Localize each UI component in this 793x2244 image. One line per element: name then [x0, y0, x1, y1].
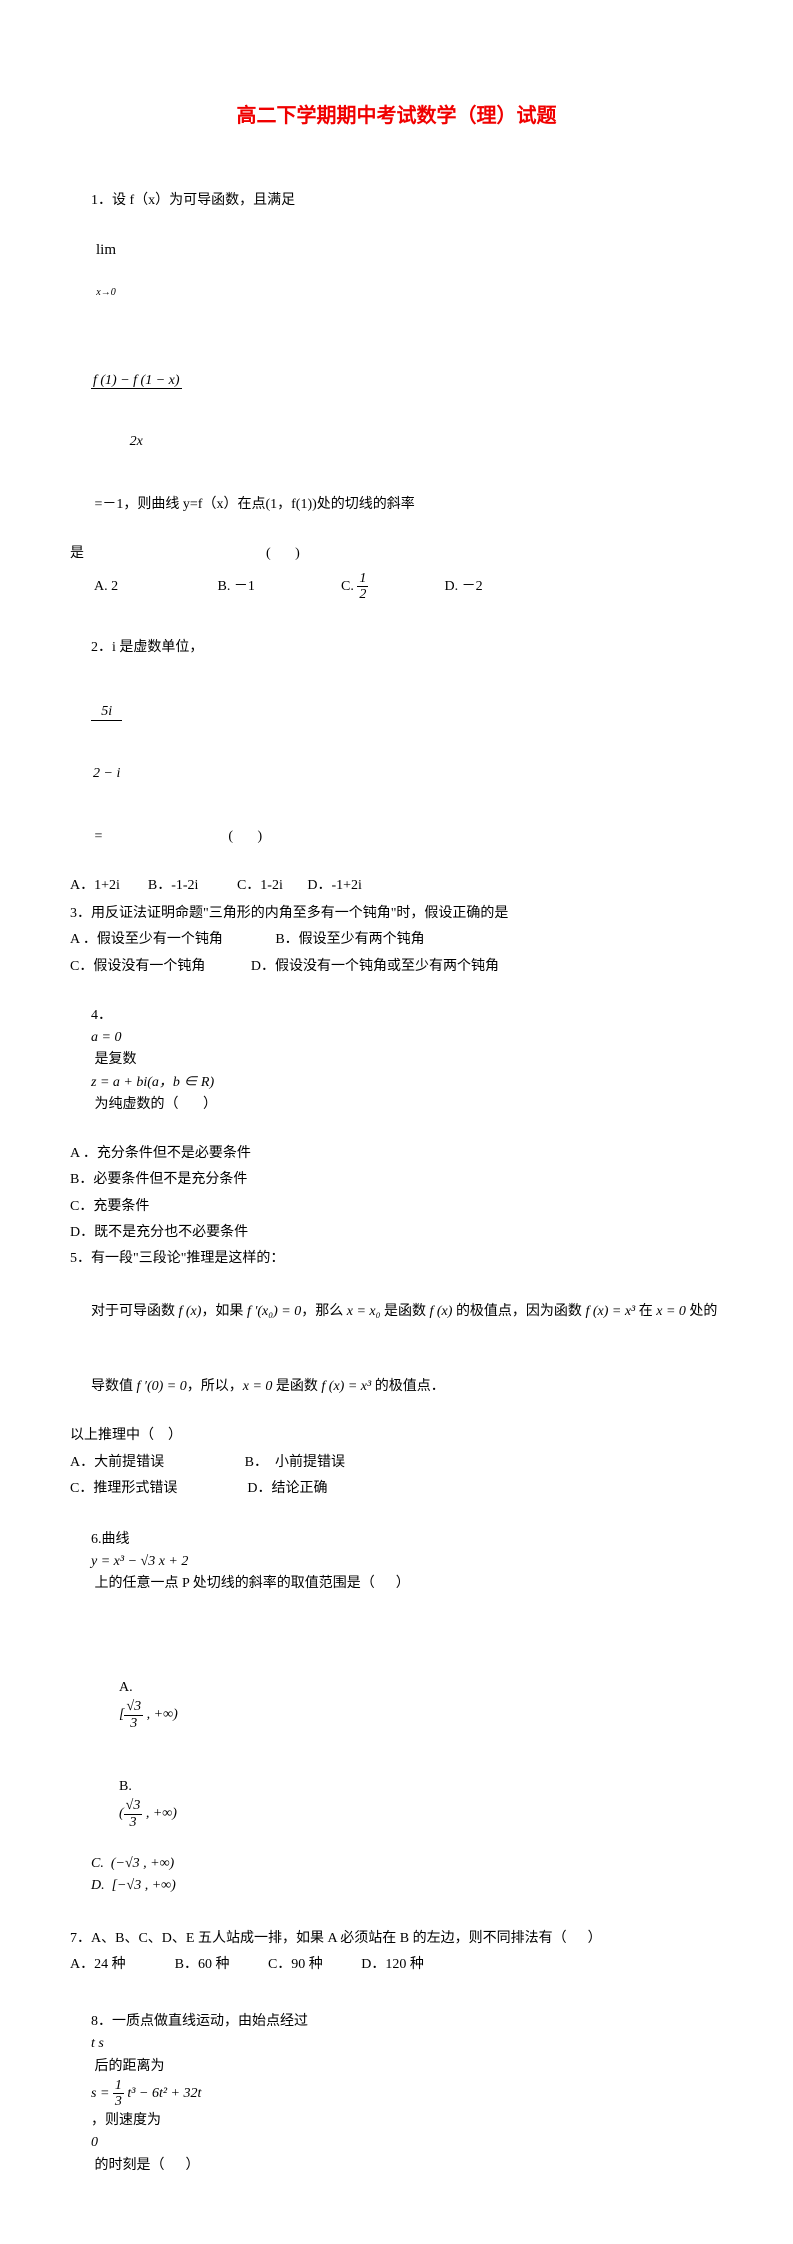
- q6-opt-c: C. (−√3 , +∞): [91, 1853, 241, 1875]
- q2-post: = ( ): [91, 829, 262, 844]
- limit-symbol: lim x→0: [91, 213, 121, 328]
- q7-stem: 7．A、B、C、D、E 五人站成一排，如果 A 必须站在 B 的左边，则不同排法…: [70, 1928, 723, 1950]
- question-2: 2．i 是虚数单位， 5i 2 − i = ( ) A．1+2i B．-1-2i…: [70, 615, 723, 897]
- q8-options: A. t = 4 s B. t = 8 s: [70, 2207, 723, 2244]
- question-6: 6.曲线 y = x³ − √3 x + 2 上的任意一点 P 处切线的斜率的取…: [70, 1506, 723, 1919]
- q1-opt-d: D. －2: [445, 576, 483, 598]
- q2-pre: 2．i 是虚数单位，: [91, 640, 203, 655]
- q1-opt-c: C. 1 2: [341, 571, 441, 603]
- q8-ts: t s: [91, 2036, 104, 2051]
- q4-opt-c: C．充要条件: [70, 1196, 723, 1218]
- q1-fraction: f (1) − f (1 − x) 2x: [91, 328, 182, 494]
- q2-line: 2．i 是虚数单位， 5i 2 − i = ( ): [70, 615, 723, 871]
- q4-opt-b: B．必要条件但不是充分条件: [70, 1169, 723, 1191]
- q1-line1: 1．设 f（x）为可导函数，且满足 lim x→0 f (1) − f (1 −…: [70, 168, 723, 539]
- page-title: 高二下学期期中考试数学（理）试题: [70, 100, 723, 132]
- q5-optsCD: C．推理形式错误 D．结论正确: [70, 1478, 723, 1500]
- q6-stem: 6.曲线 y = x³ − √3 x + 2 上的任意一点 P 处切线的斜率的取…: [70, 1506, 723, 1618]
- question-1: 1．设 f（x）为可导函数，且满足 lim x→0 f (1) − f (1 −…: [70, 168, 723, 603]
- q1-line2: 是 ( ): [70, 543, 723, 565]
- q6-opt-a: A. [√33 , +∞): [91, 1655, 241, 1754]
- q1-opt-a: A. 2: [94, 576, 214, 598]
- q2-options: A．1+2i B．-1-2i C．1-2i D．-1+2i: [70, 875, 723, 897]
- q6-opt-b: B. (√33 , +∞): [91, 1754, 241, 1853]
- question-8: 8．一质点做直线运动，由始点经过 t s 后的距离为 s = 13 t³ − 6…: [70, 1989, 723, 2244]
- question-3: 3．用反证法证明命题"三角形的内角至多有一个钝角"时，假设正确的是 A ．假设至…: [70, 903, 723, 978]
- q1-post: =－1，则曲线 y=f（x）在点(1，f(1))处的切线的斜率: [91, 497, 415, 512]
- q4-a0: a = 0: [91, 1030, 121, 1045]
- q4-opt-a: A ．充分条件但不是必要条件: [70, 1143, 723, 1165]
- question-5: 5．有一段"三段论"推理是这样的： 对于可导函数 f (x)，如果 f ′(x₀…: [70, 1248, 723, 1500]
- q6-options: A. [√33 , +∞) B. (√33 , +∞) C. (−√3 , +∞…: [70, 1632, 723, 1919]
- q1-pre: 1．设 f（x）为可导函数，且满足: [91, 193, 295, 208]
- q6-opt-d: D. [−√3 , +∞): [91, 1875, 176, 1897]
- question-4: 4． a = 0 是复数 z = a + bi(a，b ∈ R) 为纯虚数的（ …: [70, 982, 723, 1244]
- q8-opt-a: A. t = 4 s: [91, 2230, 341, 2244]
- q1-options: A. 2 B. －1 C. 1 2 D. －2: [94, 571, 723, 603]
- question-7: 7．A、B、C、D、E 五人站成一排，如果 A 必须站在 B 的左边，则不同排法…: [70, 1928, 723, 1977]
- q2-fraction: 5i 2 − i: [91, 660, 122, 826]
- q5-optsAB: A．大前提错误 B． 小前提错误: [70, 1452, 723, 1474]
- q1-opt-b: B. －1: [218, 576, 338, 598]
- q5-line3: 以上推理中（ ）: [70, 1425, 723, 1447]
- half-fraction: 1 2: [357, 571, 368, 603]
- q4-z: z = a + bi(a，b ∈ R): [91, 1075, 214, 1090]
- q4-opt-d: D．既不是充分也不必要条件: [70, 1222, 723, 1244]
- q4-stem: 4． a = 0 是复数 z = a + bi(a，b ∈ R) 为纯虚数的（ …: [70, 982, 723, 1139]
- q8-fraction: 13: [113, 2078, 124, 2110]
- q5-line2: 导数值 f ′(0) = 0，所以，x = 0 是函数 f (x) = x³ 的…: [70, 1354, 723, 1421]
- q3-stem: 3．用反证法证明命题"三角形的内角至多有一个钝角"时，假设正确的是: [70, 903, 723, 925]
- q5-stem: 5．有一段"三段论"推理是这样的：: [70, 1248, 723, 1270]
- q5-line1: 对于可导函数 f (x)，如果 f ′(x₀) = 0，那么 x = x₀ 是函…: [70, 1279, 723, 1346]
- exam-page: 高二下学期期中考试数学（理）试题 1．设 f（x）为可导函数，且满足 lim x…: [0, 0, 793, 2244]
- q3-optsAB: A ．假设至少有一个钝角 B．假设至少有两个钝角: [70, 929, 723, 951]
- q3-optsCD: C．假设没有一个钝角 D．假设没有一个钝角或至少有两个钝角: [70, 956, 723, 978]
- q6-eq: y = x³ − √3 x + 2: [91, 1554, 188, 1569]
- q8-stem: 8．一质点做直线运动，由始点经过 t s 后的距离为 s = 13 t³ − 6…: [70, 1989, 723, 2200]
- q7-options: A．24 种 B．60 种 C．90 种 D．120 种: [70, 1954, 723, 1976]
